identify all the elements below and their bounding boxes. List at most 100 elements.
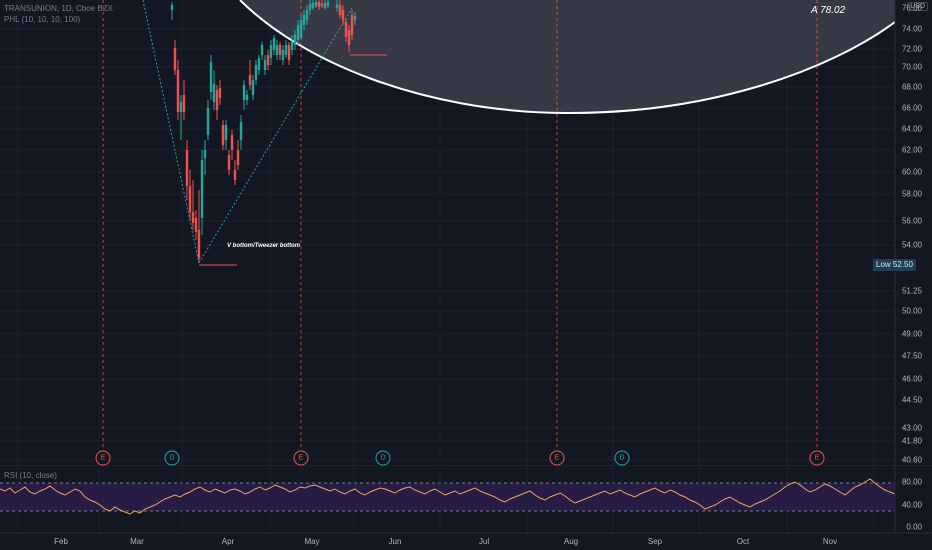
candle-body[interactable] (224, 125, 228, 140)
month-label: Feb (54, 537, 68, 546)
candle-body[interactable] (302, 15, 306, 25)
candle-body[interactable] (263, 60, 267, 70)
candle-body[interactable] (320, 4, 324, 6)
price-tick-label: 60.00 (901, 167, 922, 177)
candle-body[interactable] (248, 75, 252, 85)
candle-body[interactable] (227, 155, 231, 170)
candle-body[interactable] (266, 55, 270, 65)
candle-body[interactable] (338, 5, 342, 15)
candle-body[interactable] (188, 186, 192, 212)
candle-body[interactable] (323, 3, 327, 8)
price-tick-label: 72.00 (901, 44, 922, 54)
symbol-legend[interactable]: TRANSUNION, 1D, Cboe BZX (4, 4, 113, 13)
price-pane[interactable]: TRANSUNION, 1D, Cboe BZX PHL (10, 10, 10… (0, 0, 932, 466)
candle-body[interactable] (317, 2, 321, 7)
indicator-legend[interactable]: PHL (10, 10, 10, 100) (4, 15, 81, 24)
candle-body[interactable] (236, 150, 240, 165)
candle-body[interactable] (176, 70, 180, 112)
candle-body[interactable] (296, 25, 300, 40)
candle-body[interactable] (269, 45, 273, 58)
price-tick-label: 66.00 (901, 103, 922, 113)
month-label: Nov (822, 537, 838, 546)
price-tick-label: 64.00 (901, 124, 922, 134)
price-tick-label: 56.00 (901, 216, 922, 226)
candle-body[interactable] (185, 150, 189, 186)
candle-body[interactable] (278, 45, 282, 55)
candle-body[interactable] (194, 218, 198, 232)
candle-body[interactable] (215, 90, 219, 110)
candle-body[interactable] (350, 15, 354, 35)
candle-body[interactable] (200, 160, 204, 218)
candle-body[interactable] (305, 10, 309, 20)
rsi-chart[interactable] (0, 467, 932, 534)
candle-body[interactable] (218, 88, 222, 98)
candle-body[interactable] (281, 50, 285, 60)
candle-body[interactable] (197, 230, 201, 258)
currency-badge[interactable]: USD (907, 2, 928, 11)
month-label: Apr (221, 537, 235, 546)
earnings-marker[interactable]: E (809, 450, 825, 466)
candle-body[interactable] (290, 42, 294, 50)
candle-body[interactable] (242, 85, 246, 100)
candle-body[interactable] (245, 95, 249, 100)
rsi-line[interactable] (0, 478, 896, 515)
candle-body[interactable] (254, 65, 258, 80)
candle-body[interactable] (311, 3, 315, 8)
candle-body[interactable] (284, 45, 288, 55)
time-axis[interactable]: Feb Mar Apr May Jun Jul Aug Sep Oct Nov (0, 534, 932, 550)
candle-body[interactable] (212, 84, 216, 102)
candle-body[interactable] (275, 45, 279, 55)
price-tick-label: 47.50 (901, 351, 922, 361)
candle-body[interactable] (272, 38, 276, 50)
trend-line-right[interactable] (198, 7, 353, 264)
candle-body[interactable] (308, 4, 312, 10)
price-tick-label: 44.50 (901, 395, 922, 405)
rsi-legend[interactable]: RSI (10, close) (4, 471, 57, 480)
candle-body[interactable] (203, 150, 207, 158)
price-tick-label: 41.80 (901, 436, 922, 446)
rsi-tick-label: 0.00 (906, 522, 922, 532)
candle-body[interactable] (191, 212, 195, 223)
price-chart[interactable] (0, 0, 932, 466)
earnings-marker[interactable]: E (549, 450, 565, 466)
candle-body[interactable] (173, 48, 177, 70)
dividend-marker[interactable]: D (164, 450, 180, 466)
price-tick-label: 40.60 (901, 455, 922, 465)
candle-body[interactable] (347, 30, 351, 45)
candle-body[interactable] (239, 122, 243, 140)
candle-body[interactable] (260, 45, 264, 55)
candle-body[interactable] (287, 45, 291, 60)
candle-body[interactable] (344, 22, 348, 37)
price-tick-label: 68.00 (901, 82, 922, 92)
price-tick-label: 46.00 (901, 374, 922, 384)
earnings-marker[interactable]: E (293, 450, 309, 466)
candle-body[interactable] (179, 102, 183, 112)
earnings-marker[interactable]: E (95, 450, 111, 466)
candle-body[interactable] (230, 135, 234, 150)
dividend-marker[interactable]: D (375, 450, 391, 466)
candle-body[interactable] (353, 16, 357, 20)
candle-body[interactable] (314, 2, 318, 6)
candle-body[interactable] (233, 170, 237, 180)
candle-body[interactable] (341, 10, 345, 20)
candle-body[interactable] (206, 108, 210, 135)
trend-line-left[interactable] (142, 0, 200, 264)
candle-body[interactable] (182, 95, 186, 112)
candle-body[interactable] (326, 2, 330, 6)
candle-body[interactable] (257, 58, 261, 70)
rsi-pane[interactable]: RSI (10, close) 80.00 40.00 0.00 (0, 467, 932, 534)
month-label: Aug (563, 537, 579, 546)
candle-body[interactable] (170, 5, 174, 10)
price-tick-label: 70.00 (901, 62, 922, 72)
candle-body[interactable] (335, 4, 339, 8)
arc-curve[interactable] (239, 0, 896, 115)
candle-body[interactable] (221, 125, 225, 145)
candle-body[interactable] (251, 80, 255, 95)
candle-body[interactable] (293, 35, 297, 45)
month-label: Oct (736, 537, 750, 546)
candle-body[interactable] (209, 62, 213, 92)
price-tick-label: 43.00 (901, 423, 922, 433)
dividend-marker[interactable]: D (614, 450, 630, 466)
candle-body[interactable] (299, 20, 303, 38)
month-label: May (304, 537, 320, 546)
